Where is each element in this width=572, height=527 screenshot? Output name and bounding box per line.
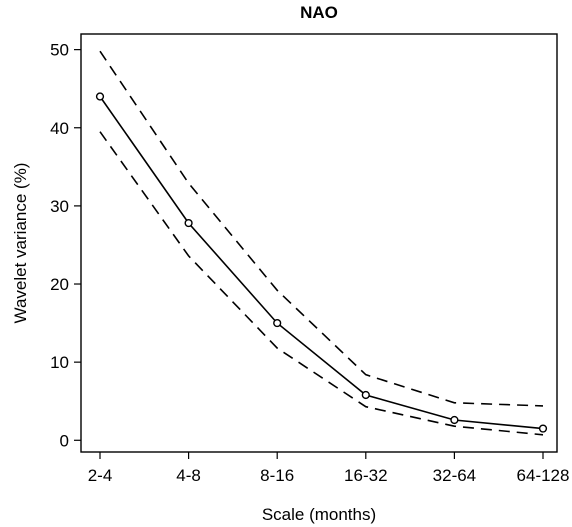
y-axis-label: Wavelet variance (%) [11,163,30,324]
x-tick-label: 8-16 [260,466,294,485]
data-point [184,218,193,228]
data-point [538,424,548,433]
x-tick-label: 2-4 [88,466,113,485]
x-tick-label: 64-128 [517,466,570,485]
y-tick-label: 40 [50,119,69,138]
confidence-band-line [99,50,544,407]
x-tick-label: 32-64 [433,466,476,485]
series-layer [95,50,548,436]
data-point [450,415,459,425]
confidence-band-line [99,131,544,436]
data-point [361,390,370,400]
y-tick-label: 20 [50,275,69,294]
chart-title: NAO [300,3,338,22]
x-axis-label: Scale (months) [262,505,376,524]
series-line [99,96,544,430]
data-point [273,318,282,328]
x-tick-label: 4-8 [176,466,201,485]
x-axis: 2-4 4-8 8-16 16-32 32-64 64-128 [88,452,570,485]
data-point [95,92,105,101]
y-tick-label: 10 [50,353,69,372]
y-tick-label: 0 [60,431,69,450]
y-axis: 0 10 20 30 40 50 [50,41,81,450]
y-tick-label: 30 [50,197,69,216]
plot-frame [80,33,558,453]
y-tick-label: 50 [50,41,69,60]
x-tick-label: 16-32 [344,466,387,485]
